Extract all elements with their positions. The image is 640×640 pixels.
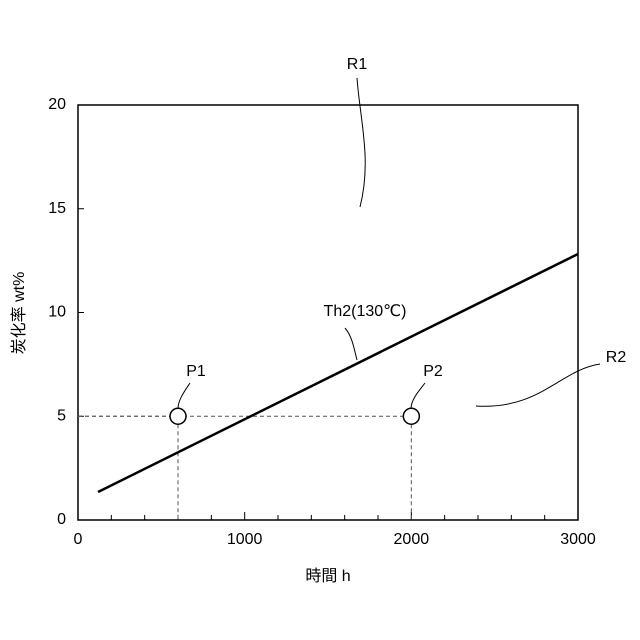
y-axis-label: 炭化率 wt% <box>10 272 28 355</box>
x-axis-label: 時間 h <box>305 567 350 585</box>
chart: R1 R2 Th2(130℃) P1 P2 時間 h 炭化率 wt% 0 5 10 1… <box>0 0 640 640</box>
point-label: P1 <box>186 363 206 380</box>
x-tick-label: 2000 <box>394 531 430 548</box>
leader <box>411 383 425 409</box>
series-line <box>98 254 578 492</box>
x-tick-label: 0 <box>74 531 83 548</box>
y-tick-label: 0 <box>57 511 66 528</box>
y-tick-label: 20 <box>48 96 66 113</box>
leader <box>345 328 357 360</box>
x-tick-label: 1000 <box>227 531 263 548</box>
leader <box>178 383 190 409</box>
point-marker <box>170 408 186 424</box>
leader <box>476 364 600 406</box>
y-tick-label: 10 <box>48 304 66 321</box>
y-tick-label: 15 <box>48 200 66 217</box>
point-marker <box>403 408 419 424</box>
series-label: Th2(130℃) <box>324 303 407 320</box>
region-label: R1 <box>347 56 368 73</box>
leader <box>357 78 365 207</box>
y-tick-label: 5 <box>57 407 66 424</box>
x-tick-label: 3000 <box>560 531 596 548</box>
point-label: P2 <box>423 363 443 380</box>
region-label: R2 <box>606 349 627 366</box>
